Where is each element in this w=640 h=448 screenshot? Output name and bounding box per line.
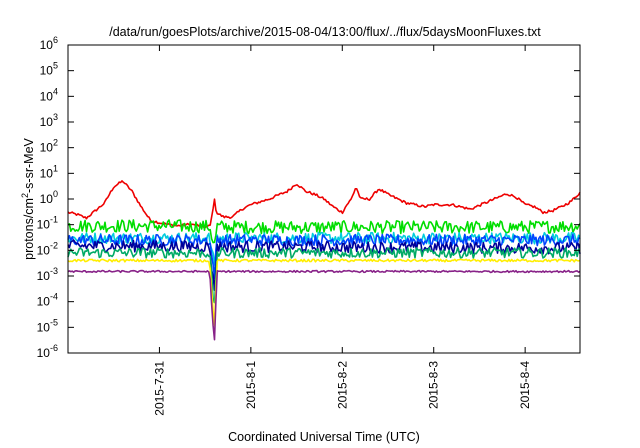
x-tick-label: 2015-8-1 xyxy=(244,361,258,409)
series-line-1 xyxy=(67,219,581,244)
x-axis-ticks: 2015-7-31 2015-8-1 2015-8-2 2015-8-3 2015-8-… xyxy=(152,45,532,416)
x-tick-label: 2015-8-4 xyxy=(518,361,532,409)
series-line-5 xyxy=(67,246,581,304)
x-tick-label: 2015-8-3 xyxy=(427,361,441,409)
series-line-3 xyxy=(67,233,581,279)
y-tick-label: 10-6 xyxy=(37,343,58,360)
y-tick-label: 10-2 xyxy=(37,240,58,257)
y-tick-label: 104 xyxy=(40,86,58,103)
plot-frame xyxy=(67,44,581,354)
chart-title: /data/run/goesPlots/archive/2015-08-04/1… xyxy=(109,25,541,39)
y-axis-label: protons/cm2-s-sr-MeV xyxy=(20,137,36,259)
series-line-7 xyxy=(67,269,581,341)
y-axis-label-sup: 2 xyxy=(20,193,30,198)
x-axis-label: Coordinated Universal Time (UTC) xyxy=(228,430,420,444)
series-line-6 xyxy=(67,258,581,327)
series-layer xyxy=(67,180,581,341)
y-tick-label: 10-1 xyxy=(37,215,58,232)
y-tick-label: 103 xyxy=(40,112,58,129)
series-line-0 xyxy=(67,180,581,229)
series-line-4 xyxy=(67,239,581,291)
y-tick-label: 106 xyxy=(40,35,58,52)
y-tick-label: 105 xyxy=(40,61,58,78)
y-tick-label: 101 xyxy=(40,163,58,180)
y-axis-ticks: 10-6 10-5 10-4 10-3 10-2 10-1 100 101 102 103 104 1… xyxy=(37,35,580,360)
x-tick-label: 2015-8-2 xyxy=(335,361,349,409)
y-tick-label: 100 xyxy=(40,189,58,206)
x-tick-label: 2015-7-31 xyxy=(152,361,166,416)
y-tick-label: 10-4 xyxy=(37,292,58,309)
y-tick-label: 10-3 xyxy=(37,266,58,283)
y-tick-label: 10-5 xyxy=(37,317,58,334)
y-tick-label: 102 xyxy=(40,138,58,155)
